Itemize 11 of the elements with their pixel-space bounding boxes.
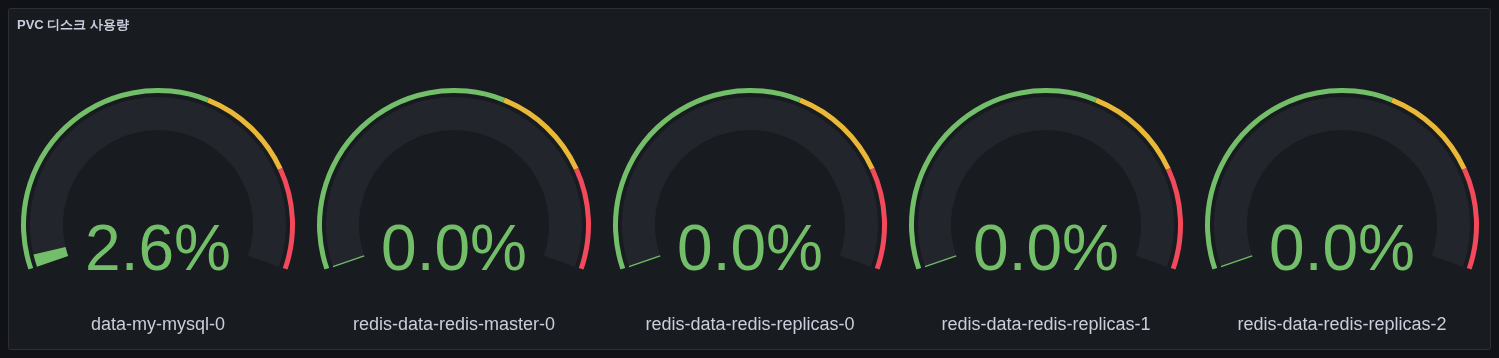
data-label: 0.0% — [381, 212, 527, 284]
data-label: 0.0% — [1269, 212, 1415, 284]
text: PVC 디스크 사용량 — [17, 17, 129, 32]
category-label: redis-data-redis-replicas-2 — [1237, 314, 1447, 334]
category-label: redis-data-redis-replicas-0 — [645, 314, 855, 334]
category-label: redis-data-redis-replicas-1 — [941, 314, 1151, 334]
category-label: redis-data-redis-master-0 — [352, 314, 556, 334]
data-label: 0.0% — [677, 212, 823, 284]
data-label: 0.0% — [973, 212, 1119, 284]
category-label: data-my-mysql-0 — [90, 314, 226, 334]
data-label: 2.6% — [85, 212, 231, 284]
